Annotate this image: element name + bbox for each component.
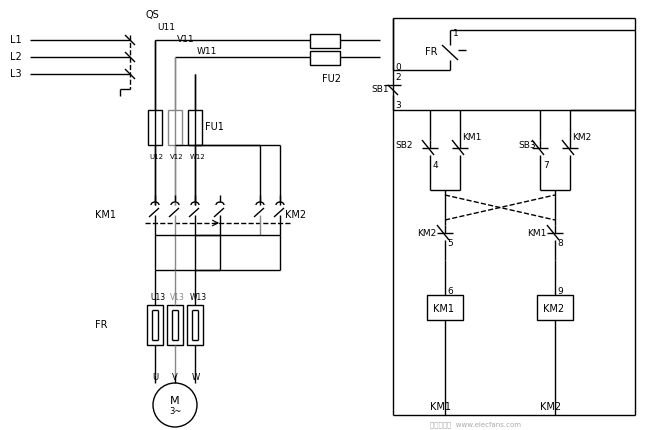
Text: V: V [172, 374, 178, 383]
Text: KM2: KM2 [540, 402, 561, 412]
Text: 8: 8 [557, 239, 562, 248]
Text: W11: W11 [197, 47, 217, 56]
Text: 0: 0 [395, 62, 400, 71]
Text: V12: V12 [170, 154, 183, 160]
Text: FR: FR [95, 320, 108, 330]
Text: 2: 2 [395, 74, 400, 83]
Text: 3~: 3~ [169, 406, 181, 415]
Bar [188, 110, 202, 145]
Bar [310, 34, 340, 48]
Text: M: M [170, 396, 179, 406]
Text: U13: U13 [150, 292, 165, 301]
Bar [537, 295, 573, 320]
Bar [148, 110, 162, 145]
Text: KM1: KM1 [527, 228, 546, 237]
Bar [167, 305, 183, 345]
Text: KM2: KM2 [285, 210, 306, 220]
Text: L2: L2 [10, 52, 22, 62]
Text: KM1: KM1 [433, 304, 454, 314]
Text: W13: W13 [190, 292, 207, 301]
Bar [147, 305, 163, 345]
Text: U: U [152, 374, 158, 383]
Text: U11: U11 [157, 24, 175, 33]
Text: FU1: FU1 [205, 122, 224, 132]
Text: KM2: KM2 [543, 304, 564, 314]
Text: W12: W12 [190, 154, 206, 160]
Text: KM1: KM1 [430, 402, 451, 412]
Text: 7: 7 [543, 160, 549, 169]
Text: 电子发烧友  www.elecfans.com: 电子发烧友 www.elecfans.com [430, 422, 521, 428]
Text: SB1: SB1 [371, 86, 389, 95]
Text: KM1: KM1 [95, 210, 116, 220]
Text: KM1: KM1 [462, 133, 481, 142]
Text: V11: V11 [177, 36, 194, 44]
Text: 6: 6 [447, 286, 453, 295]
Bar [187, 305, 203, 345]
Text: 5: 5 [447, 239, 453, 248]
Bar [310, 51, 340, 65]
Text: V13: V13 [170, 292, 185, 301]
Text: KM2: KM2 [572, 133, 591, 142]
Text: 4: 4 [433, 160, 439, 169]
Bar [427, 295, 463, 320]
Text: SB3: SB3 [518, 141, 536, 150]
Bar [168, 110, 182, 145]
Text: SB2: SB2 [395, 141, 413, 150]
Text: L3: L3 [10, 69, 21, 79]
Text: FU2: FU2 [322, 74, 341, 84]
Text: FR: FR [425, 47, 437, 57]
Text: QS: QS [145, 10, 159, 20]
Text: W: W [192, 374, 200, 383]
Text: KM2: KM2 [417, 228, 436, 237]
Text: L1: L1 [10, 35, 21, 45]
Text: U12: U12 [149, 154, 163, 160]
Text: 1: 1 [453, 28, 459, 37]
Text: 3: 3 [395, 101, 400, 110]
Text: 9: 9 [557, 286, 562, 295]
